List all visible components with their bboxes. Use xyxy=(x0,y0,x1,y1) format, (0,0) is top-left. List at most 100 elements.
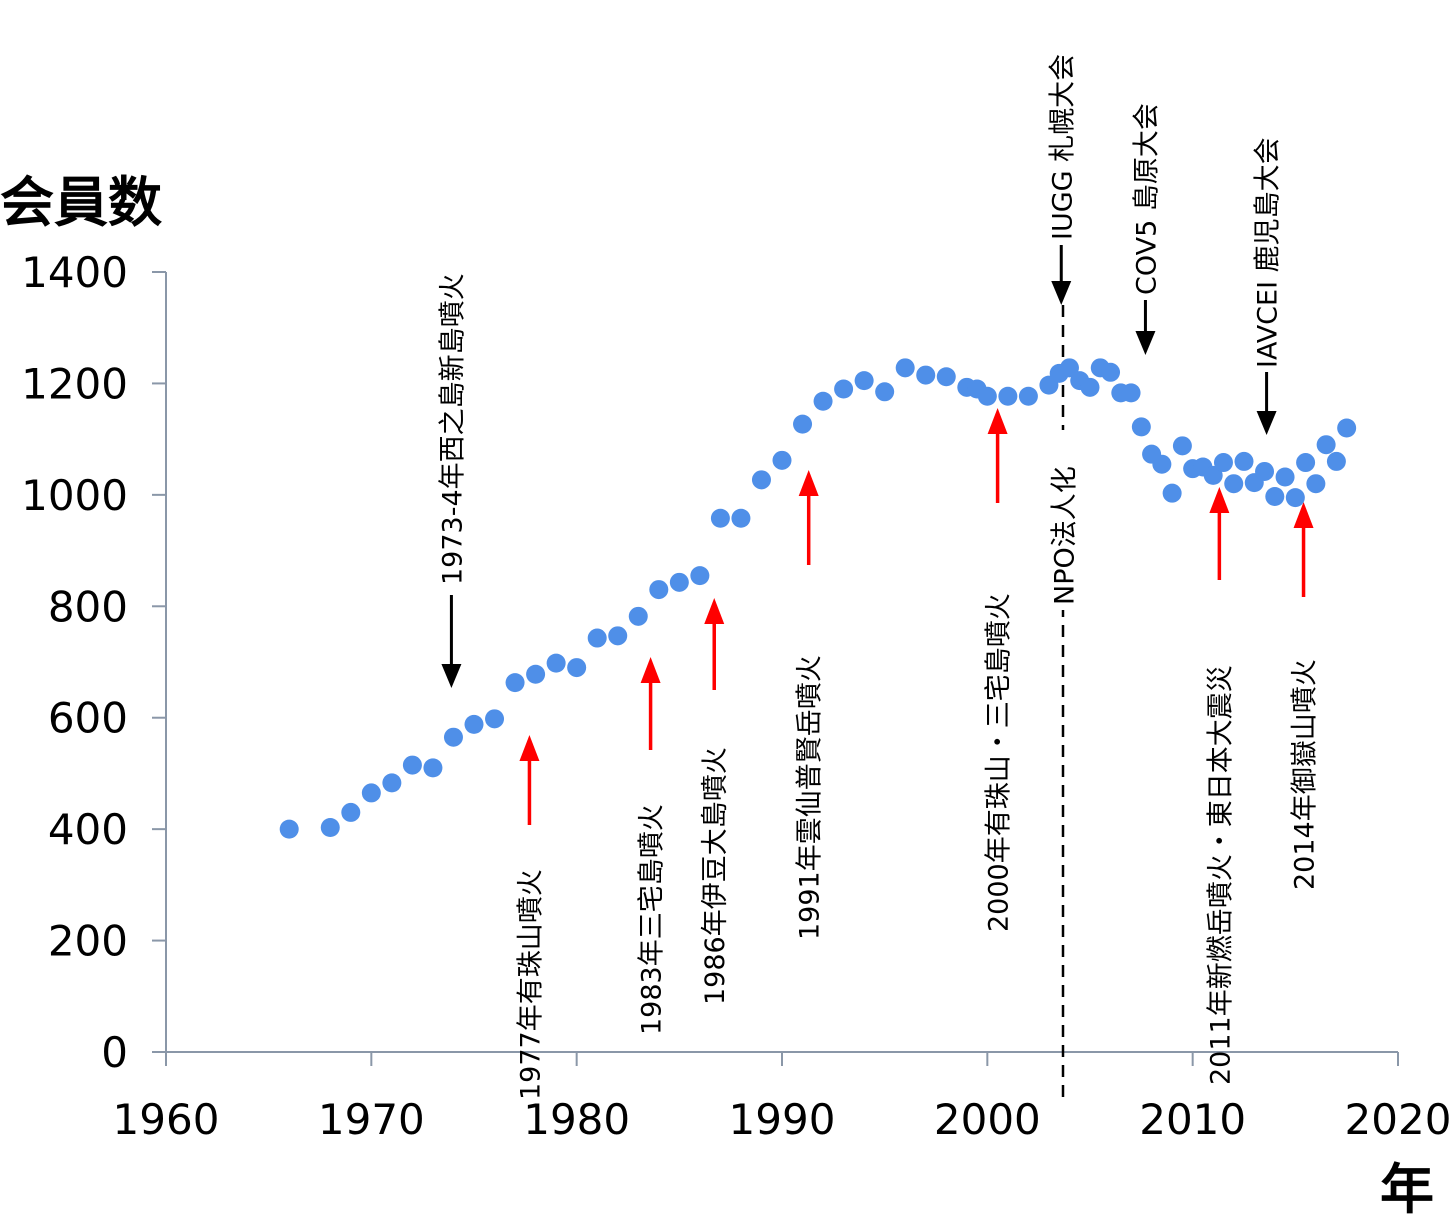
x-tick-label: 1990 xyxy=(729,1095,836,1144)
data-point xyxy=(1265,487,1285,507)
y-tick-label: 1000 xyxy=(21,471,128,520)
x-tick-label: 2000 xyxy=(934,1095,1041,1144)
data-point xyxy=(916,365,936,385)
data-point xyxy=(320,817,340,837)
event-label: 1983年三宅島噴火 xyxy=(637,804,668,1035)
event-label: 1991年雲仙普賢岳噴火 xyxy=(795,655,826,940)
data-point xyxy=(936,367,956,387)
y-axis-title: 会員数 xyxy=(0,171,162,234)
event-label: 2014年御嶽山噴火 xyxy=(1290,659,1321,890)
data-point xyxy=(628,606,648,626)
data-point xyxy=(423,758,443,778)
data-point xyxy=(875,382,895,402)
data-point xyxy=(669,572,689,592)
y-tick-label: 200 xyxy=(48,917,128,966)
data-point xyxy=(526,664,546,684)
arrow-head-icon xyxy=(987,408,1008,434)
data-point xyxy=(690,566,710,586)
npo-label-bg xyxy=(1045,430,1082,610)
y-tick-label: 1200 xyxy=(21,359,128,408)
event-label: 1986年伊豆大島噴火 xyxy=(700,747,731,1005)
y-tick-label: 800 xyxy=(48,582,128,631)
arrow-head-icon xyxy=(519,735,540,761)
data-point xyxy=(998,386,1018,406)
data-point xyxy=(361,783,381,803)
y-tick-label: 0 xyxy=(101,1028,128,1077)
data-point xyxy=(1121,383,1141,403)
data-point xyxy=(895,358,915,378)
y-tick-label: 1400 xyxy=(21,248,128,297)
arrow-head-icon xyxy=(640,657,661,683)
data-point xyxy=(1162,483,1182,503)
x-tick-label: 2010 xyxy=(1139,1095,1246,1144)
data-point xyxy=(567,658,587,678)
data-point xyxy=(1080,377,1100,397)
data-point xyxy=(1275,467,1295,487)
data-point xyxy=(1234,451,1254,471)
event-label: 1977年有珠山噴火 xyxy=(515,869,546,1100)
data-point xyxy=(341,802,361,822)
data-point xyxy=(834,379,854,399)
data-point xyxy=(587,628,607,648)
event-label: COV5 島原大会 xyxy=(1131,103,1162,295)
data-point xyxy=(1203,465,1223,485)
data-point xyxy=(1326,451,1346,471)
data-point xyxy=(772,450,792,470)
x-tick-label: 1970 xyxy=(318,1095,425,1144)
y-tick-label: 600 xyxy=(48,694,128,743)
data-point xyxy=(649,580,669,600)
data-point xyxy=(731,508,751,528)
data-point xyxy=(1131,417,1151,437)
x-tick-label: 2020 xyxy=(1345,1095,1452,1144)
arrow-head-icon xyxy=(441,664,462,688)
arrow-head-icon xyxy=(1135,331,1156,355)
data-point xyxy=(1018,386,1038,406)
arrow-head-icon xyxy=(1293,502,1314,528)
data-point xyxy=(1152,454,1172,474)
data-point xyxy=(710,508,730,528)
data-point xyxy=(751,470,771,490)
x-tick-label: 1960 xyxy=(113,1095,220,1144)
data-point xyxy=(977,386,997,406)
data-point xyxy=(1306,474,1326,494)
points-layer xyxy=(279,358,1357,839)
data-point xyxy=(382,773,402,793)
data-point xyxy=(1337,418,1357,438)
data-point xyxy=(1255,461,1275,481)
data-point xyxy=(854,371,874,391)
data-point xyxy=(1285,488,1305,508)
event-label: IUGG 札幌大会 xyxy=(1047,54,1078,240)
data-point xyxy=(608,626,628,646)
data-point xyxy=(1296,453,1316,473)
data-point xyxy=(279,819,299,839)
arrow-head-icon xyxy=(1051,281,1072,305)
event-label: IAVCEI 鹿児島大会 xyxy=(1253,137,1284,368)
data-point xyxy=(813,391,833,411)
event-label: 2000年有珠山・三宅島噴火 xyxy=(984,593,1015,932)
data-point xyxy=(1172,436,1192,456)
data-point xyxy=(1101,362,1121,382)
y-tick-label: 400 xyxy=(48,805,128,854)
ticks-layer: 0 200 400 600 800 1000 1200 1400 1960 1970 1980 199… xyxy=(21,248,1451,1144)
data-point xyxy=(464,714,484,734)
data-point xyxy=(1224,474,1244,494)
data-point xyxy=(793,414,813,434)
data-point xyxy=(505,673,525,693)
arrow-head-icon xyxy=(1256,411,1277,435)
data-point xyxy=(1059,358,1079,378)
arrow-head-icon xyxy=(1209,487,1230,513)
data-point xyxy=(1316,435,1336,455)
x-tick-label: 1980 xyxy=(523,1095,630,1144)
npo-label: NPO法人化 xyxy=(1049,466,1080,605)
data-point xyxy=(485,709,505,729)
arrow-head-icon xyxy=(704,598,725,624)
arrow-head-icon xyxy=(798,470,819,496)
data-point xyxy=(443,727,463,747)
event-label: 2011年新燃岳噴火・東日本大震災 xyxy=(1205,665,1236,1085)
data-point xyxy=(1213,453,1233,473)
data-point xyxy=(402,755,422,775)
event-label: 1973-4年西之島新島噴火 xyxy=(437,273,468,585)
x-axis-title: 年 xyxy=(1380,1158,1434,1217)
annotation-layer: 1977年有珠山噴火 1983年三宅島噴火 1986年伊豆大島噴火 1991年雲仙普賢… xyxy=(437,54,1320,1100)
